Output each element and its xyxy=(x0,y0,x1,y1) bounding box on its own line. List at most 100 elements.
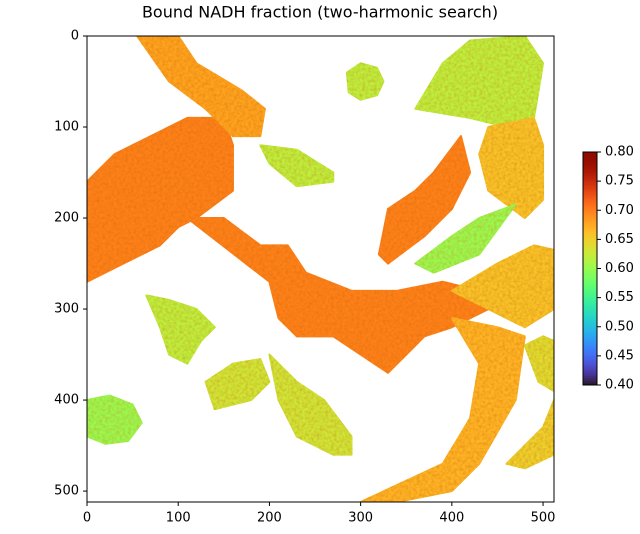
x-tick-label: 100 xyxy=(166,511,191,526)
colorbar-step xyxy=(583,319,597,323)
colorbar-step xyxy=(583,378,597,381)
colorbar-step xyxy=(583,152,597,155)
colorbar-step xyxy=(583,158,597,162)
colorbar-step xyxy=(583,354,597,358)
cell-region xyxy=(186,217,490,374)
colorbar-step xyxy=(583,163,597,167)
colorbar-step xyxy=(583,287,597,290)
colorbar-step xyxy=(583,191,597,195)
colorbar-step xyxy=(583,228,597,232)
cell-region xyxy=(505,399,554,470)
y-tick-label: 100 xyxy=(54,120,79,135)
colorbar-tick-label: 0.80 xyxy=(605,145,634,160)
colorbar-step xyxy=(583,165,597,169)
colorbar-step xyxy=(583,347,597,351)
colorbar-step xyxy=(583,240,597,244)
colorbar-step xyxy=(583,312,597,316)
colorbar-step xyxy=(583,303,597,307)
colorbar-step xyxy=(583,270,597,274)
image xyxy=(87,36,554,502)
colorbar-step xyxy=(583,357,597,360)
cell-region xyxy=(145,294,216,365)
colorbar-step xyxy=(583,156,597,160)
cell-region xyxy=(345,62,385,101)
y-tick-label: 500 xyxy=(54,484,79,499)
colorbar-step xyxy=(583,214,597,218)
colorbar-step xyxy=(583,175,597,179)
colorbar-tick-label: 0.60 xyxy=(605,261,634,276)
colorbar-step xyxy=(583,242,597,246)
colorbar-step xyxy=(583,221,597,225)
colorbar-tick-label: 0.70 xyxy=(605,203,634,218)
colorbar-step xyxy=(583,261,597,265)
colorbar-step xyxy=(583,331,597,335)
colorbar-step xyxy=(583,161,597,165)
x-tick-label: 400 xyxy=(439,511,464,526)
cell-region xyxy=(87,116,234,283)
cell-region xyxy=(359,317,526,502)
colorbar-step xyxy=(583,373,597,377)
colorbar-step xyxy=(583,298,597,302)
colorbar-step xyxy=(583,343,597,346)
colorbar-step xyxy=(583,326,597,330)
colorbar-step xyxy=(583,310,597,314)
colorbar-step xyxy=(583,249,597,253)
colorbar-step xyxy=(583,254,597,258)
y-tick-label: 0 xyxy=(71,29,79,44)
colorbar-step xyxy=(583,380,597,384)
colorbar-step xyxy=(583,189,597,193)
colorbar-step xyxy=(583,305,597,309)
colorbar-step xyxy=(583,336,597,339)
colorbar-step xyxy=(583,364,597,367)
cell-region xyxy=(268,353,353,456)
colorbar-step xyxy=(583,219,597,223)
colorbar-step xyxy=(583,212,597,216)
colorbar-step xyxy=(583,182,597,186)
colorbar-step xyxy=(583,273,597,276)
x-tick-label: 0 xyxy=(83,511,91,526)
colorbar-step xyxy=(583,186,597,190)
colorbar-step xyxy=(583,238,597,242)
colorbar-step xyxy=(583,322,597,325)
axes-frame xyxy=(86,35,555,503)
colorbar-step xyxy=(583,268,597,272)
colorbar-step xyxy=(583,294,597,297)
colorbar-step xyxy=(583,247,597,251)
cell-region xyxy=(450,244,554,329)
colorbar-step xyxy=(583,284,597,288)
colorbar-step xyxy=(583,184,597,188)
colorbar-step xyxy=(583,301,597,304)
colorbar-step xyxy=(583,352,597,356)
colorbar-step xyxy=(583,177,597,181)
colorbar-step xyxy=(583,315,597,318)
colorbar-step xyxy=(583,263,597,267)
colorbar-step xyxy=(583,217,597,221)
colorbar-step xyxy=(583,275,597,279)
colorbar-step xyxy=(583,289,597,293)
colorbar-step xyxy=(583,200,597,204)
colorbar-tick-label: 0.75 xyxy=(605,174,634,189)
colorbar-step xyxy=(583,338,597,342)
colorbar-step xyxy=(583,226,597,230)
colorbar-step xyxy=(583,168,597,172)
colorbar-step xyxy=(583,207,597,211)
colorbar-step xyxy=(583,198,597,202)
colorbar-step xyxy=(583,277,597,281)
colorbar-step xyxy=(583,382,597,386)
colorbar-step xyxy=(583,280,597,283)
colorbar-step xyxy=(583,170,597,174)
colorbar-step xyxy=(583,329,597,332)
colorbar-step xyxy=(583,172,597,176)
colorbar-step xyxy=(583,340,597,344)
colorbar-step xyxy=(583,245,597,249)
colorbar-step xyxy=(583,179,597,183)
colorbar-tick-label: 0.40 xyxy=(605,378,634,393)
colorbar-step xyxy=(583,231,597,235)
colorbar-step xyxy=(583,196,597,200)
colorbar-step xyxy=(583,296,597,300)
cell-region xyxy=(377,135,472,265)
colorbar-step xyxy=(583,375,597,379)
x-tick-label: 300 xyxy=(348,511,373,526)
colorbar-step xyxy=(583,235,597,239)
colorbar-step xyxy=(583,259,597,263)
